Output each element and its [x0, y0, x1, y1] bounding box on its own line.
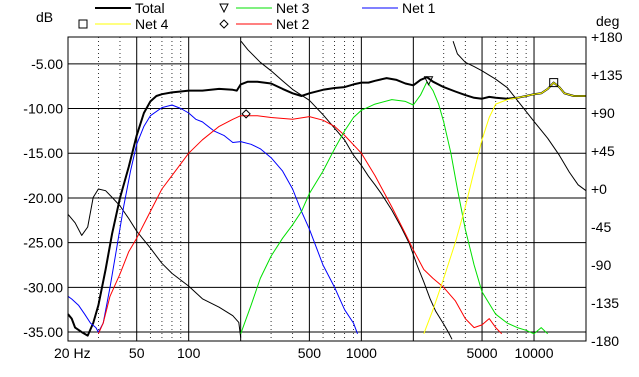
x-tick-label: 100 — [177, 345, 201, 361]
y-right-tick-label: +180 — [591, 29, 623, 45]
x-tick-label: 500 — [298, 345, 322, 361]
y-left-tick-label: -20.00 — [23, 190, 63, 206]
legend-marker-diamond — [219, 19, 229, 29]
y-right-axis-label: deg — [596, 13, 619, 29]
marker-layer — [241, 76, 559, 119]
legend-marker-triangle-down — [219, 3, 229, 14]
y-right-tick-label: -135 — [591, 295, 619, 311]
y-right-tick-label: -90 — [591, 257, 611, 273]
y-right-tick-label: +135 — [591, 67, 623, 83]
series-marker-square — [549, 78, 559, 88]
series-line-net-4 — [423, 82, 586, 334]
series-marker-triangle-down — [423, 76, 434, 86]
x-tick-label: 50 — [129, 345, 145, 361]
x-tick-label: 1000 — [346, 345, 377, 361]
x-tick-label: 5000 — [466, 345, 497, 361]
y-left-tick-label: -10.00 — [23, 101, 63, 117]
y-left-axis-label: dB — [36, 9, 53, 25]
y-right-tick-label: -45 — [591, 219, 611, 235]
y-right-tick-label: +0 — [591, 181, 607, 197]
series-line-net-2 — [97, 115, 503, 335]
series-line-total-phase — [67, 40, 587, 340]
y-left-tick-label: -25.00 — [23, 235, 63, 251]
legend-label: Net 2 — [276, 16, 310, 32]
series-line-net-1 — [67, 104, 358, 334]
legend-label: Net 1 — [402, 0, 436, 16]
legend: Total Net 3 Net 1 Net 4 Net 2 — [78, 0, 436, 32]
y-right-tick-label: +45 — [591, 143, 615, 159]
series-marker-diamond — [241, 109, 251, 119]
legend-label: Net 4 — [135, 16, 169, 32]
y-left-tick-label: -15.00 — [23, 145, 63, 161]
legend-label: Net 3 — [276, 0, 310, 16]
plot-frame — [67, 36, 587, 342]
y-left-tick-label: -35.00 — [23, 324, 63, 340]
x-tick-label: 10000 — [515, 345, 554, 361]
x-tick-label: 20 Hz — [54, 345, 91, 361]
legend-label: Total — [135, 0, 165, 16]
grid — [68, 37, 586, 341]
series-line-net-3 — [240, 81, 549, 335]
legend-marker-square — [78, 19, 88, 29]
y-left-tick-label: -5.00 — [31, 56, 63, 72]
series-layer — [67, 40, 587, 340]
series-line-total — [67, 76, 586, 337]
y-left-tick-label: -30.00 — [23, 279, 63, 295]
y-right-tick-label: +90 — [591, 105, 615, 121]
y-right-tick-label: -180 — [591, 333, 619, 349]
axis-labels: -5.00 -10.00 -15.00 -20.00 -25.00 -30.00 -35.0… — [23, 9, 622, 361]
